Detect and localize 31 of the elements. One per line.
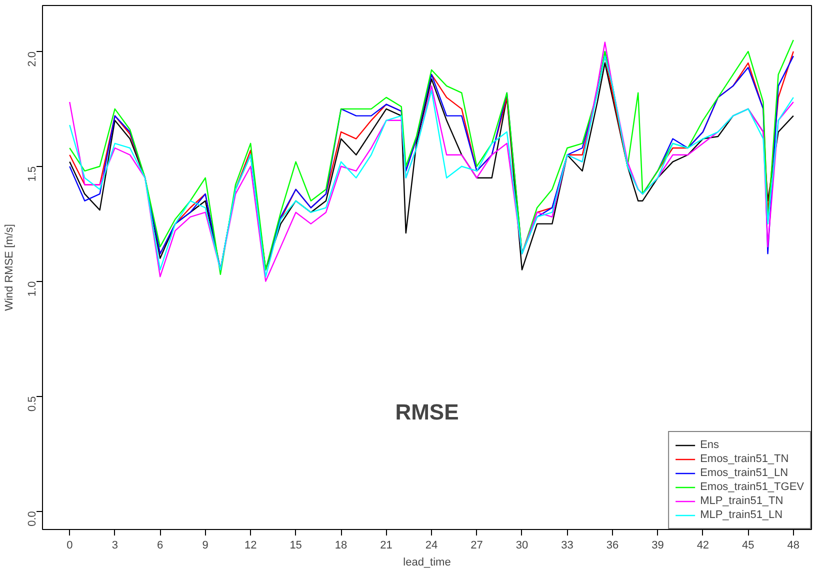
- x-tick-label: 39: [652, 540, 664, 552]
- annotation: RMSE: [395, 400, 459, 425]
- x-tick-label: 15: [290, 540, 302, 552]
- x-tick-label: 21: [380, 540, 392, 552]
- legend-label: MLP_train51_LN: [700, 508, 783, 522]
- x-tick-label: 33: [561, 540, 574, 552]
- x-tick-label: 45: [742, 540, 754, 552]
- y-tick-label: 0.5: [26, 396, 38, 412]
- y-tick-label: 0.0: [26, 511, 38, 526]
- x-tick-label: 36: [606, 540, 619, 552]
- x-axis-title: lead_time: [403, 556, 451, 568]
- y-tick-label: 2.0: [26, 51, 38, 67]
- y-tick-label: 1.5: [26, 166, 38, 182]
- legend-label: Emos_train51_TN: [700, 452, 789, 466]
- legend-label: Emos_train51_LN: [700, 466, 788, 480]
- x-tick-label: 18: [334, 540, 348, 552]
- x-tick-label: 48: [787, 540, 800, 552]
- x-tick-label: 3: [112, 540, 118, 552]
- legend-label: Ens: [700, 438, 720, 452]
- y-tick-label: 1.0: [26, 281, 38, 297]
- x-tick-label: 42: [696, 540, 710, 552]
- x-tick-label: 27: [470, 540, 483, 552]
- x-tick-label: 6: [157, 540, 164, 552]
- x-tick-label: 0: [66, 540, 73, 552]
- x-tick-label: 12: [244, 540, 257, 552]
- legend-label: MLP_train51_TN: [700, 494, 784, 508]
- x-tick-label: 30: [516, 540, 528, 552]
- y-axis-title: Wind RMSE [m/s]: [4, 224, 16, 311]
- x-tick-label: 24: [425, 540, 438, 552]
- x-tick-label: 9: [202, 540, 208, 552]
- legend-label: Emos_train51_TGEV: [700, 480, 804, 494]
